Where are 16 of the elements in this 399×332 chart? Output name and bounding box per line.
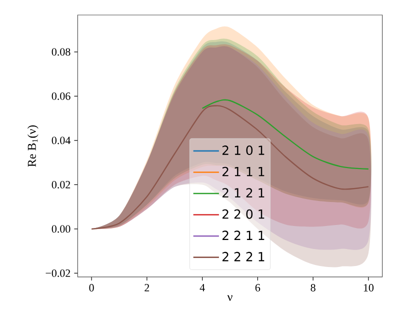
x-tick-label: 8: [310, 284, 316, 292]
y-tick-label: −0.02: [46, 269, 70, 277]
legend-label: 2 2 1 1: [222, 230, 264, 240]
legend-label: 2 2 2 1: [222, 252, 264, 262]
y-tick-label: 0.06: [52, 92, 70, 100]
y-tick-label: 0.08: [52, 48, 70, 56]
y-tick-label: 0.02: [52, 180, 70, 188]
x-tick-label: 0: [89, 284, 94, 292]
x-axis-title: ν: [227, 295, 232, 301]
x-tick-label: 4: [200, 284, 205, 292]
x-tick-label: 2: [144, 284, 150, 292]
y-tick-label: 0.00: [52, 225, 70, 233]
y-axis-title: Re B$_{1}$(ν): [27, 125, 38, 167]
y-tick-label: 0.04: [52, 136, 71, 144]
x-tick-label: 6: [255, 284, 260, 292]
x-tick-label: 10: [364, 284, 374, 292]
